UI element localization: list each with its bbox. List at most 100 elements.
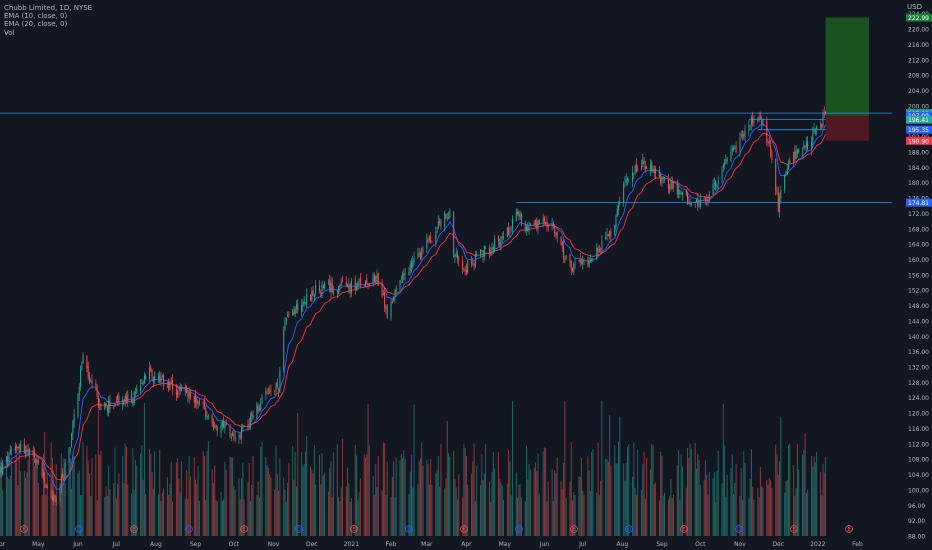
candle-body — [453, 211, 455, 257]
volume-bar — [543, 447, 545, 536]
candle-body — [400, 281, 402, 283]
legend-vol: Vol — [4, 28, 15, 37]
candle-body — [338, 285, 340, 295]
candle-body — [536, 220, 538, 228]
volume-bar — [350, 498, 352, 536]
volume-bar — [381, 490, 383, 536]
candle-body — [740, 134, 742, 136]
volume-bar — [555, 473, 557, 536]
volume-bar — [295, 486, 297, 536]
candle-body — [717, 180, 719, 184]
volume-bar — [188, 455, 190, 536]
volume-bar — [821, 495, 823, 536]
candle-body — [439, 221, 441, 224]
candle-body — [610, 231, 612, 236]
candle-body — [572, 268, 574, 272]
candle-body — [62, 474, 64, 478]
price-tick-label: 172.00 — [908, 211, 929, 218]
candle-body — [485, 246, 487, 248]
volume-bar — [413, 404, 415, 536]
chart-legend: Chubb Limited, 1D, NYSE EMA (10, close, … — [4, 4, 92, 37]
volume-bar — [60, 453, 62, 536]
volume-bar — [517, 497, 519, 536]
candle-body — [261, 396, 263, 403]
candle-body — [730, 150, 732, 162]
volume-bar — [161, 492, 163, 536]
candle-body — [257, 405, 259, 412]
candle-body — [242, 427, 244, 429]
volume-bar — [419, 458, 421, 536]
volume-bar — [239, 499, 241, 536]
volume-bar — [0, 460, 1, 536]
volume-bar — [430, 458, 432, 536]
candle-body — [653, 169, 655, 173]
candle-body — [2, 463, 4, 475]
candle-body — [292, 311, 294, 316]
time-axis-label: Mar — [421, 541, 433, 548]
candle-body — [327, 281, 329, 283]
price-tick-label: 220.00 — [908, 27, 929, 34]
candle-body — [0, 467, 2, 473]
candle-body — [609, 231, 611, 238]
volume-bar — [114, 447, 116, 536]
volume-bar — [606, 459, 608, 536]
candle-body — [716, 184, 718, 188]
event-marker-label: E — [132, 527, 135, 533]
volume-bar — [154, 451, 156, 536]
candle-body — [331, 283, 333, 293]
candle-body — [152, 378, 154, 382]
volume-bar — [556, 457, 558, 536]
volume-bar — [561, 488, 563, 536]
price-tick-label: 132.00 — [908, 365, 929, 372]
price-tick-label: 216.00 — [908, 42, 929, 49]
volume-bar — [126, 446, 128, 536]
candle-body — [476, 254, 478, 256]
volume-bar — [193, 457, 195, 536]
volume-bar — [690, 449, 692, 536]
candle-body — [464, 269, 466, 272]
volume-bar — [669, 496, 671, 536]
ema20-line — [0, 132, 826, 481]
volume-bar — [597, 442, 599, 536]
candle-body — [444, 212, 446, 228]
volume-bar — [18, 450, 20, 536]
volume-bar — [77, 473, 79, 536]
volume-bar — [804, 433, 806, 536]
volume-bar — [348, 483, 350, 536]
event-marker-label: D — [517, 527, 521, 533]
volume-bar — [463, 443, 465, 536]
price-tick-label: 144.00 — [908, 318, 929, 325]
volume-bar — [206, 450, 208, 536]
volume-bar — [160, 500, 162, 536]
volume-bar — [243, 499, 245, 536]
candle-body — [473, 263, 475, 266]
volume-bar — [724, 445, 726, 536]
price-badge-label: 222.99 — [908, 15, 929, 22]
candle-body — [297, 304, 299, 311]
volume-bar — [480, 485, 482, 536]
volume-bar — [82, 442, 84, 536]
candle-body — [768, 140, 770, 144]
volume-bar — [592, 449, 594, 536]
candle-body — [339, 284, 341, 288]
volume-bar — [80, 495, 82, 536]
candle-body — [170, 381, 172, 383]
volume-bar — [117, 483, 119, 536]
candle-body — [592, 259, 594, 261]
volume-bar — [73, 455, 75, 536]
candle-body — [377, 273, 379, 286]
volume-bar — [537, 453, 539, 536]
volume-bar — [95, 454, 97, 536]
volume-bar — [741, 500, 743, 536]
volume-bar — [279, 458, 281, 536]
volume-bar — [744, 462, 746, 536]
candle-body — [748, 125, 750, 131]
candle-body — [80, 369, 82, 388]
candle-body — [583, 260, 585, 262]
candle-body — [589, 259, 591, 263]
volume-bar — [324, 473, 326, 536]
candle-body — [269, 390, 271, 392]
candle-body — [196, 397, 198, 405]
volume-bar — [288, 463, 290, 536]
